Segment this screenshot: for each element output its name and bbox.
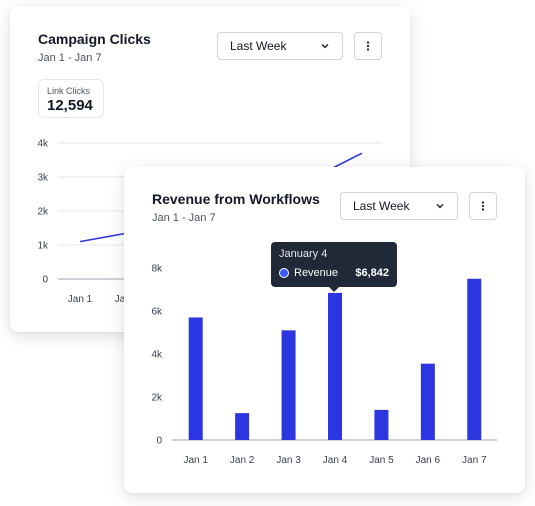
tooltip-title: January 4	[279, 248, 328, 260]
chevron-down-icon	[321, 44, 329, 49]
chevron-down-icon	[436, 204, 444, 209]
tooltip-row: Revenue $6,842	[279, 267, 389, 279]
x-tick-label: Jan 7	[462, 455, 487, 466]
x-tick-label: Jan 1	[68, 294, 93, 305]
x-tick-label: Jan 5	[369, 455, 394, 466]
series-dot-icon	[279, 268, 289, 278]
bar	[467, 278, 482, 440]
more-vertical-icon	[366, 41, 370, 51]
bar	[281, 330, 296, 440]
card-title: Revenue from Workflows	[152, 191, 320, 207]
revenue-card: Revenue from Workflows Jan 1 - Jan 7 Las…	[124, 167, 525, 493]
y-tick-label: 2k	[151, 393, 163, 404]
bar-chart: 0 2k 4k 6k 8k Jan 1 Jan 2 Jan 3 Jan 4 Jan 5 Jan 6 J…	[151, 264, 497, 466]
more-vertical-icon	[481, 201, 485, 211]
bar	[374, 409, 389, 440]
y-tick-label: 0	[156, 436, 162, 447]
y-tick-label: 1k	[37, 241, 49, 252]
y-tick-label: 6k	[151, 307, 163, 318]
bar	[328, 292, 342, 440]
kpi-value: 12,594	[47, 97, 93, 114]
y-tick-label: 4k	[37, 139, 49, 150]
more-options-button[interactable]	[469, 192, 497, 220]
x-tick-label: Jan 6	[416, 455, 441, 466]
bar	[188, 317, 203, 440]
tooltip-series: Revenue	[294, 267, 339, 279]
more-options-button[interactable]	[354, 32, 382, 60]
kpi-box: Link Clicks 12,594	[38, 79, 104, 118]
x-tick-label: Jan 1	[183, 455, 208, 466]
x-tick-label: Jan 4	[323, 455, 348, 466]
tooltip-value: $6,842	[355, 267, 389, 279]
tooltip-arrow	[329, 287, 339, 292]
y-tick-label: 8k	[151, 264, 163, 275]
card-title: Campaign Clicks	[38, 31, 151, 47]
select-value: Last Week	[353, 199, 410, 213]
card-subtitle: Jan 1 - Jan 7	[38, 52, 102, 64]
bar	[420, 363, 435, 440]
card-subtitle: Jan 1 - Jan 7	[152, 212, 216, 224]
x-tick-label: Jan 2	[230, 455, 255, 466]
date-range-select[interactable]: Last Week	[217, 32, 343, 60]
kpi-label: Link Clicks	[47, 86, 91, 96]
y-tick-label: 2k	[37, 207, 49, 218]
chart-tooltip: January 4 Revenue $6,842	[271, 242, 397, 292]
y-tick-label: 3k	[37, 173, 49, 184]
select-value: Last Week	[230, 39, 287, 53]
y-tick-label: 0	[42, 275, 48, 286]
y-tick-label: 4k	[151, 350, 163, 361]
date-range-select[interactable]: Last Week	[340, 192, 458, 220]
x-tick-label: Jan 3	[276, 455, 301, 466]
bar	[235, 413, 250, 440]
